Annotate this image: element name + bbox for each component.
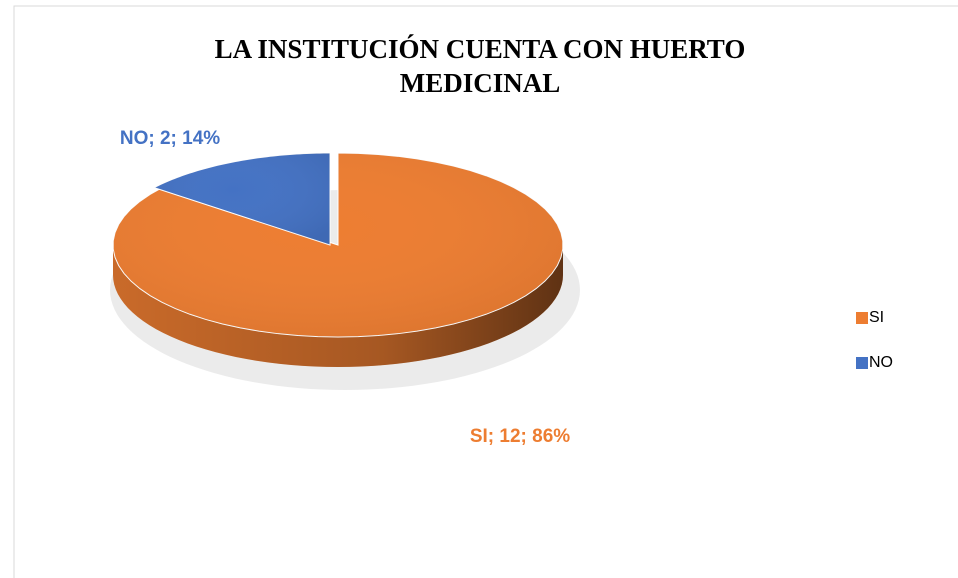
chart-title: LA INSTITUCIÓN CUENTA CON HUERTO MEDICIN… xyxy=(214,34,746,98)
slice-side-shade xyxy=(113,245,563,367)
data-label: SI; 12; 86% xyxy=(470,426,570,447)
chart-frame xyxy=(13,5,958,578)
legend-swatch xyxy=(856,357,868,369)
slice-shade xyxy=(154,153,330,245)
legend-label: NO xyxy=(869,354,893,371)
legend-label: SI xyxy=(869,309,884,326)
legend-swatch xyxy=(856,312,868,324)
slice-shade xyxy=(113,153,563,337)
data-label: NO; 2; 14% xyxy=(120,128,220,149)
